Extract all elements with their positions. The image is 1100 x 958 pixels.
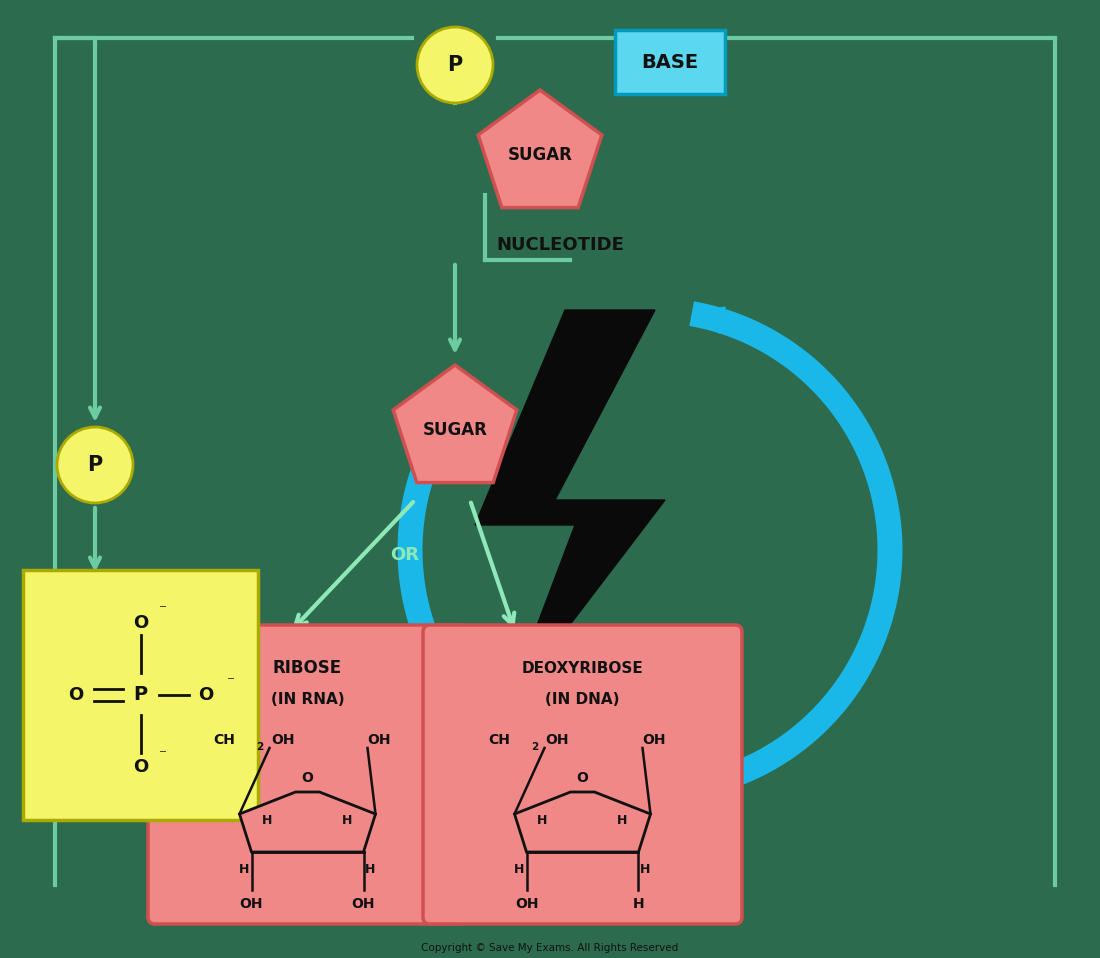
Text: H: H — [640, 863, 651, 877]
Text: H: H — [617, 813, 628, 827]
Text: H: H — [342, 813, 353, 827]
FancyBboxPatch shape — [424, 625, 742, 924]
Text: SUGAR: SUGAR — [507, 146, 572, 164]
Text: SUGAR: SUGAR — [422, 421, 487, 439]
Text: DEOXYRIBOSE: DEOXYRIBOSE — [521, 660, 644, 675]
Circle shape — [57, 427, 133, 503]
Text: OH: OH — [546, 733, 569, 747]
Circle shape — [417, 27, 493, 103]
Text: O: O — [133, 758, 148, 776]
Text: 2: 2 — [531, 742, 538, 752]
Text: OH: OH — [240, 897, 263, 911]
FancyBboxPatch shape — [615, 30, 725, 94]
Polygon shape — [515, 792, 650, 852]
Polygon shape — [240, 792, 375, 852]
Text: H: H — [262, 813, 273, 827]
Text: NUCLEOTIDE: NUCLEOTIDE — [496, 236, 624, 254]
Text: (IN DNA): (IN DNA) — [546, 693, 619, 708]
Text: ⁻: ⁻ — [158, 747, 166, 763]
Text: OH: OH — [515, 897, 538, 911]
Text: OH: OH — [367, 733, 392, 747]
Text: O: O — [301, 771, 314, 785]
Polygon shape — [478, 90, 602, 208]
Text: H: H — [515, 863, 525, 877]
Text: 2: 2 — [256, 742, 263, 752]
Text: H: H — [537, 813, 548, 827]
Text: O: O — [68, 686, 84, 704]
Text: H: H — [240, 863, 250, 877]
Text: CH: CH — [213, 733, 235, 747]
FancyBboxPatch shape — [148, 625, 468, 924]
FancyBboxPatch shape — [23, 570, 258, 820]
Text: ⁻: ⁻ — [158, 603, 166, 618]
Text: ⁻: ⁻ — [227, 674, 234, 690]
Text: RIBOSE: RIBOSE — [273, 659, 342, 677]
Text: OH: OH — [271, 733, 295, 747]
Text: OH: OH — [352, 897, 375, 911]
Text: O: O — [576, 771, 588, 785]
Text: P: P — [133, 686, 147, 704]
Text: O: O — [133, 614, 148, 632]
Text: OH: OH — [642, 733, 667, 747]
Text: Copyright © Save My Exams. All Rights Reserved: Copyright © Save My Exams. All Rights Re… — [421, 943, 679, 953]
Text: (IN RNA): (IN RNA) — [271, 693, 344, 708]
Text: H: H — [632, 897, 645, 911]
Text: CH: CH — [488, 733, 510, 747]
Text: BASE: BASE — [641, 53, 698, 72]
Polygon shape — [475, 310, 666, 710]
Text: H: H — [365, 863, 376, 877]
Text: P: P — [87, 455, 102, 475]
Text: O: O — [198, 686, 213, 704]
Polygon shape — [393, 365, 517, 483]
Text: OR: OR — [390, 546, 419, 564]
Text: P: P — [448, 55, 463, 75]
